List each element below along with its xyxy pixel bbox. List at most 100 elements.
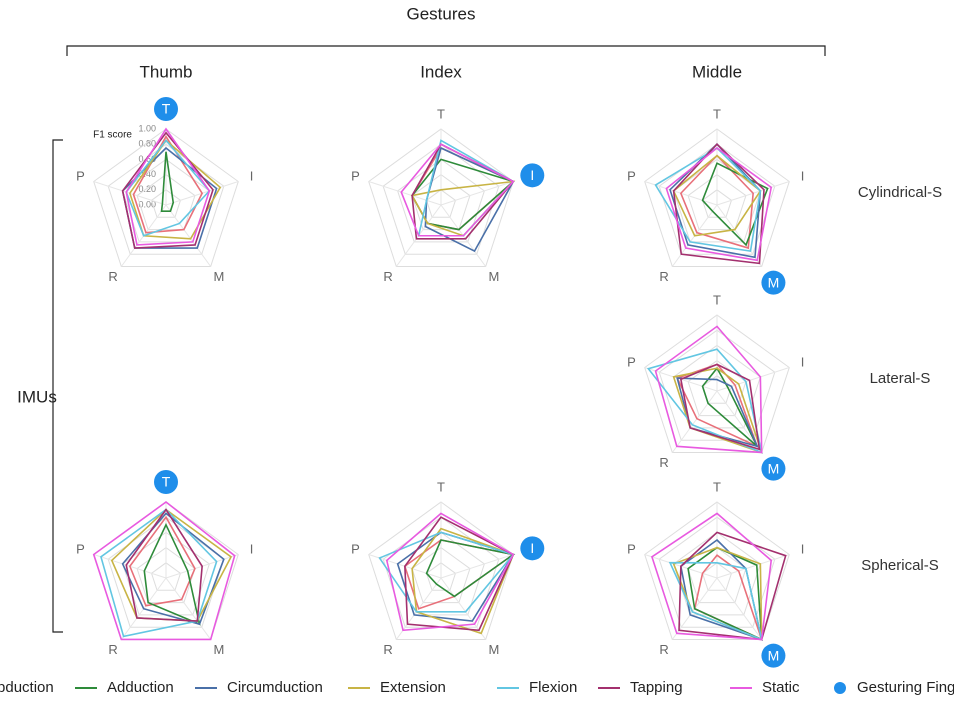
radar-line bbox=[410, 180, 516, 237]
row-header: Cylindrical-S bbox=[858, 184, 942, 201]
axis-label: R bbox=[659, 455, 668, 470]
radar-line bbox=[679, 538, 763, 641]
axis-label: R bbox=[659, 642, 668, 657]
legend-label: Extension bbox=[380, 679, 446, 696]
grid-ring bbox=[382, 143, 500, 255]
axis-label: T bbox=[713, 292, 721, 307]
radar-line bbox=[385, 512, 515, 632]
radar-line bbox=[128, 139, 222, 240]
legend-label: Adduction bbox=[107, 679, 174, 696]
gesturing-finger-marker bbox=[154, 97, 178, 121]
spoke bbox=[671, 390, 718, 453]
row-header: Lateral-S bbox=[870, 370, 931, 387]
group-label: IMUs bbox=[17, 387, 57, 406]
axis-label: I bbox=[801, 542, 805, 557]
radar-line bbox=[679, 363, 761, 451]
legend-label: Abduction bbox=[0, 679, 54, 696]
figure-title: Gestures bbox=[407, 4, 476, 23]
axis-label: M bbox=[213, 642, 224, 657]
spoke bbox=[440, 181, 514, 206]
radar-line bbox=[425, 539, 516, 598]
spoke bbox=[368, 181, 442, 206]
axis-label: I bbox=[530, 540, 534, 556]
grid-ring bbox=[658, 516, 776, 628]
grid-ring bbox=[701, 189, 733, 218]
axis-label: M bbox=[768, 274, 780, 290]
grid-ring bbox=[673, 531, 761, 616]
spoke bbox=[440, 577, 487, 640]
gesturing-finger-marker bbox=[761, 270, 786, 295]
grid-ring bbox=[411, 173, 471, 231]
radar-line bbox=[654, 146, 762, 253]
r-tick-label: 1.00 bbox=[138, 123, 156, 133]
r-tick-label: 0.40 bbox=[138, 169, 156, 179]
row-bracket bbox=[52, 139, 63, 633]
axis-label: P bbox=[76, 169, 85, 184]
grid-ring bbox=[150, 562, 182, 591]
radar-line bbox=[687, 546, 763, 641]
axis-label: T bbox=[162, 101, 171, 117]
spoke bbox=[716, 204, 763, 267]
axis-label: P bbox=[351, 542, 360, 557]
gesturing-finger-marker bbox=[520, 163, 545, 188]
r-tick-label: 0.80 bbox=[138, 139, 156, 149]
radar-line bbox=[128, 515, 196, 607]
radar-line bbox=[132, 135, 204, 234]
radar-line bbox=[672, 367, 763, 454]
axis-label: I bbox=[801, 169, 805, 184]
radar-line bbox=[672, 143, 765, 265]
grid-ring bbox=[93, 128, 239, 267]
axis-label: T bbox=[713, 479, 721, 494]
legend-label: Static bbox=[762, 679, 800, 696]
legend-label: Circumduction bbox=[227, 679, 323, 696]
column-header: Middle bbox=[692, 62, 742, 81]
spoke bbox=[716, 390, 763, 453]
legend-label: Flexion bbox=[529, 679, 577, 696]
axis-label: M bbox=[488, 642, 499, 657]
axis-label: R bbox=[108, 642, 117, 657]
gesturing-finger-marker bbox=[761, 456, 786, 481]
radar-line bbox=[654, 325, 763, 454]
radar-line bbox=[121, 512, 225, 626]
grid-ring bbox=[658, 329, 776, 441]
radar-line bbox=[125, 508, 203, 622]
axis-label: R bbox=[383, 269, 392, 284]
axis-label: R bbox=[108, 269, 117, 284]
row-header: Spherical-S bbox=[861, 557, 939, 574]
legend-label: Gesturing Finger bbox=[857, 679, 954, 696]
radar-line bbox=[143, 522, 201, 626]
axis-label: P bbox=[627, 355, 636, 370]
axis-label: I bbox=[801, 355, 805, 370]
spoke bbox=[440, 554, 514, 579]
column-header: Thumb bbox=[140, 62, 193, 81]
axis-label: M bbox=[213, 269, 224, 284]
axis-label: I bbox=[530, 167, 534, 183]
radar-line bbox=[676, 363, 759, 448]
spoke bbox=[716, 367, 790, 392]
gesturing-finger-marker bbox=[761, 643, 786, 668]
spoke bbox=[165, 577, 212, 640]
radar-line bbox=[411, 158, 515, 231]
radar-line bbox=[679, 154, 754, 250]
spoke bbox=[716, 577, 763, 640]
grid-ring bbox=[644, 128, 790, 267]
axis-label: I bbox=[250, 542, 254, 557]
radar-line bbox=[121, 131, 214, 249]
axis-label: I bbox=[250, 169, 254, 184]
axis-label: P bbox=[76, 542, 85, 557]
axis-label: M bbox=[768, 647, 780, 663]
radar-line bbox=[668, 561, 763, 641]
radar-line bbox=[100, 508, 218, 638]
grid-ring bbox=[368, 128, 514, 267]
axis-label: P bbox=[627, 542, 636, 557]
grid-ring bbox=[368, 501, 514, 640]
axis-label: T bbox=[437, 106, 445, 121]
grid-ring bbox=[136, 173, 196, 231]
grid-ring bbox=[150, 189, 182, 218]
r-tick-label: 0.20 bbox=[138, 184, 156, 194]
grid-ring bbox=[644, 314, 790, 453]
radar-line bbox=[92, 500, 236, 641]
axis-label: T bbox=[713, 106, 721, 121]
radar-line bbox=[400, 143, 515, 237]
